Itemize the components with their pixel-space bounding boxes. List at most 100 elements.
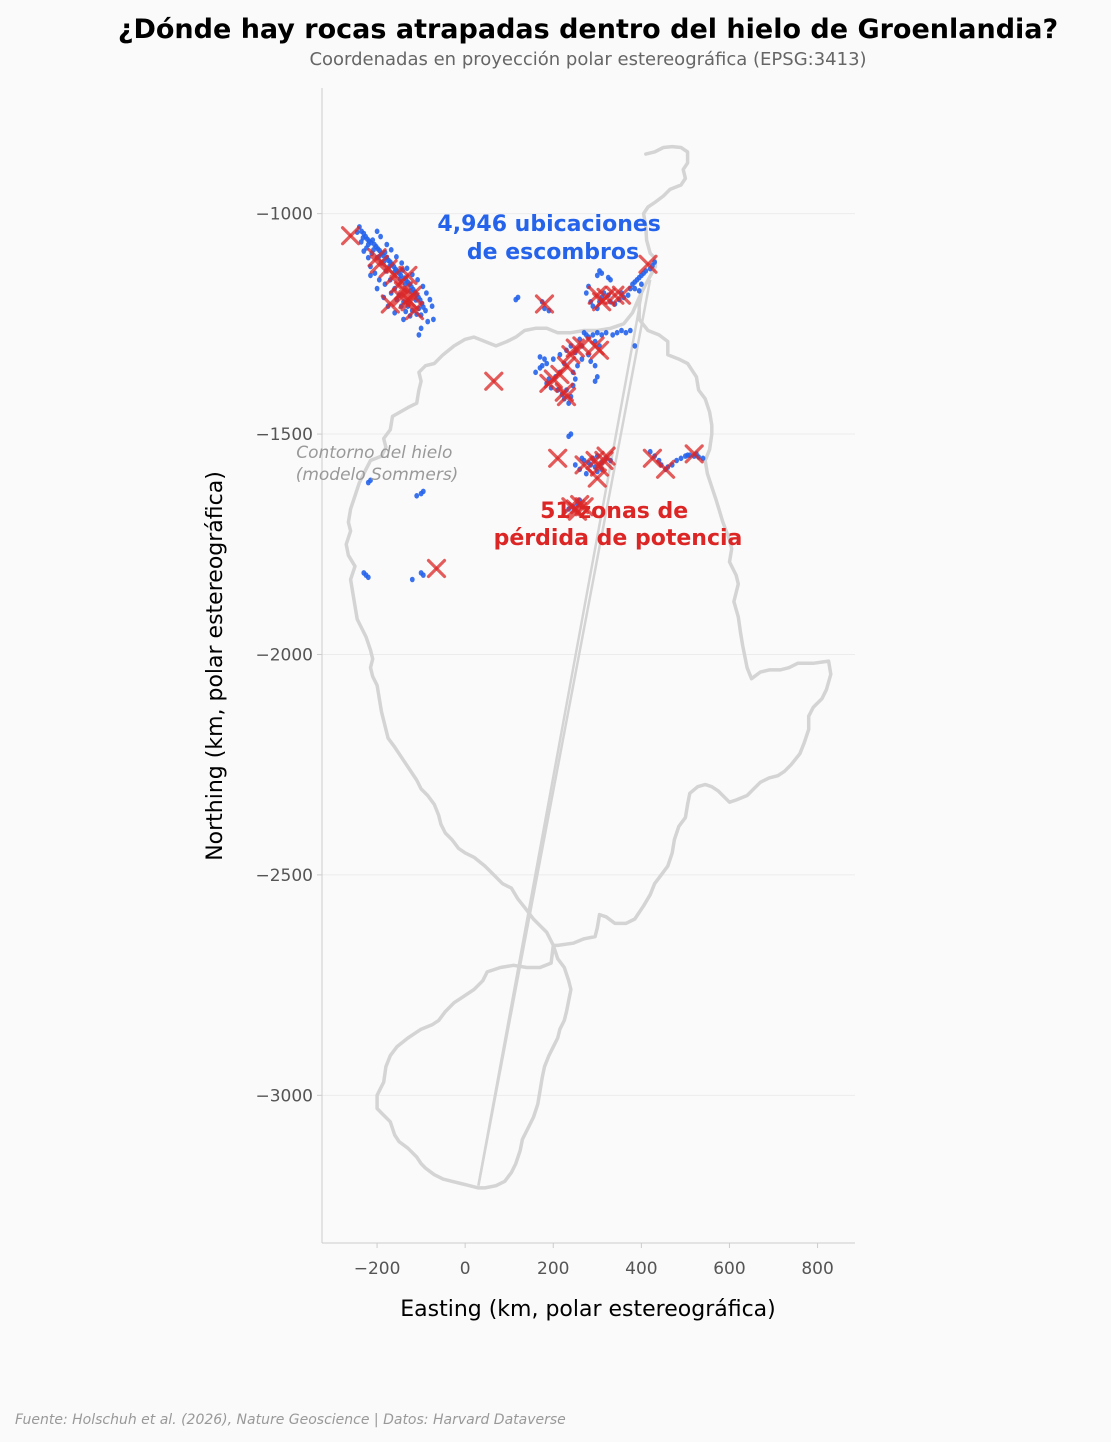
debris-point [418, 325, 424, 332]
power-loss-marker [605, 285, 625, 305]
power-loss-marker-stroke-b [642, 448, 663, 468]
outline-annotation-line1: Contorno del hielo [296, 443, 452, 463]
debris-point [557, 351, 563, 358]
debris-point [550, 356, 556, 362]
debris-point [632, 285, 638, 292]
power-loss-annotation-line1: 51 zonas de [540, 499, 688, 524]
power-loss-marker [385, 265, 405, 285]
y-tick-label: −2000 [255, 645, 313, 665]
power-loss-marker-stroke-b [587, 468, 607, 488]
debris-point [579, 356, 585, 362]
debris-point [537, 365, 543, 371]
power-loss-marker-stroke-b [638, 254, 658, 274]
power-loss-marker [574, 497, 594, 517]
power-loss-marker-stroke-b [561, 345, 581, 365]
debris-point [544, 360, 550, 367]
power-loss-marker-stroke-b [380, 294, 400, 314]
power-loss-marker [402, 285, 422, 305]
outline-annotation: Contorno del hielo (modelo Sommers) [296, 443, 459, 485]
debris-point [625, 292, 631, 299]
power-loss-marker-stroke-b [684, 444, 704, 464]
debris-point [592, 378, 598, 385]
debris-point [414, 493, 420, 499]
debris-point [608, 277, 613, 283]
debris-point [590, 332, 596, 338]
debris-point [376, 277, 382, 283]
power-loss-marker-stroke-b [385, 265, 405, 285]
x-tick-label: 600 [713, 1259, 745, 1279]
power-loss-marker-stroke-b [539, 373, 559, 393]
power-loss-marker-stroke-b [341, 226, 361, 246]
debris-point [429, 303, 435, 310]
y-tick-label: −1000 [255, 205, 313, 225]
outline-annotation-line2: (modelo Sommers) [296, 465, 459, 485]
debris-point [374, 228, 380, 235]
debris-point [361, 248, 367, 254]
power-loss-marker [596, 446, 616, 466]
debris-point [594, 329, 600, 336]
power-loss-marker-stroke-b [574, 497, 594, 517]
power-loss-marker [380, 294, 400, 314]
debris-point [627, 327, 633, 334]
power-loss-marker-stroke-b [398, 265, 418, 285]
debris-point [566, 433, 572, 440]
power-loss-marker-stroke-b [391, 287, 411, 307]
power-loss-marker-stroke-b [426, 558, 447, 579]
debris-point [431, 316, 436, 323]
chart-title: ¿Dónde hay rocas atrapadas dentro del hi… [118, 14, 1058, 45]
debris-point [572, 462, 578, 468]
x-tick-label: −200 [354, 1259, 401, 1279]
power-loss-marker [398, 265, 418, 285]
x-ticks: −200 0 200 400 600 800 [354, 1243, 834, 1279]
debris-point [370, 237, 376, 243]
power-loss-marker-stroke-b [611, 285, 632, 305]
debris-point [632, 343, 638, 349]
debris-point [678, 455, 684, 462]
debris-point [394, 253, 399, 260]
debris-point [610, 332, 616, 338]
debris-point [572, 376, 578, 382]
debris-point [423, 307, 428, 314]
y-tick-label: −1500 [255, 425, 313, 445]
power-loss-marker [534, 294, 555, 314]
power-loss-marker-stroke-b [556, 387, 577, 407]
power-loss-marker [655, 459, 676, 479]
debris-point [542, 356, 547, 362]
ice-outline-south [375, 943, 573, 1190]
power-loss-marker-stroke-b [534, 294, 555, 314]
y-ticks: −1000 −1500 −2000 −2500 −3000 [255, 205, 322, 1106]
power-loss-annotation-line2: pérdida de potencia [494, 526, 743, 551]
debris-point [384, 241, 390, 248]
debris-point [374, 285, 380, 292]
chart-subtitle: Coordenadas en proyección polar estereog… [309, 49, 866, 70]
power-loss-marker-stroke-b [589, 340, 610, 360]
debris-point [619, 327, 624, 334]
debris-point [416, 332, 422, 338]
debris-point [420, 572, 426, 578]
debris-point [513, 296, 519, 303]
debris-point [639, 281, 644, 288]
debris-point [594, 374, 600, 380]
debris-point [623, 329, 629, 336]
debris-point [415, 277, 420, 283]
power-loss-marker-stroke-b [404, 301, 425, 321]
debris-point [420, 488, 426, 495]
power-loss-marker-stroke-b [548, 448, 568, 468]
debris-point [409, 576, 415, 583]
debris-point [594, 272, 600, 279]
power-loss-series [341, 226, 704, 579]
debris-point [636, 288, 642, 294]
debris-point [592, 362, 598, 369]
x-tick-label: 800 [801, 1259, 833, 1279]
debris-annotation: 4,946 ubicaciones de escombros [437, 212, 668, 265]
debris-point [588, 358, 594, 365]
y-tick-label: −3000 [255, 1086, 313, 1106]
power-loss-marker [548, 448, 568, 468]
power-loss-marker-stroke-b [369, 254, 389, 274]
gridlines [322, 213, 855, 1096]
power-loss-marker [638, 254, 658, 274]
debris-point [401, 316, 406, 323]
power-loss-marker [426, 558, 447, 579]
debris-point [368, 477, 373, 484]
debris-point [537, 354, 543, 360]
